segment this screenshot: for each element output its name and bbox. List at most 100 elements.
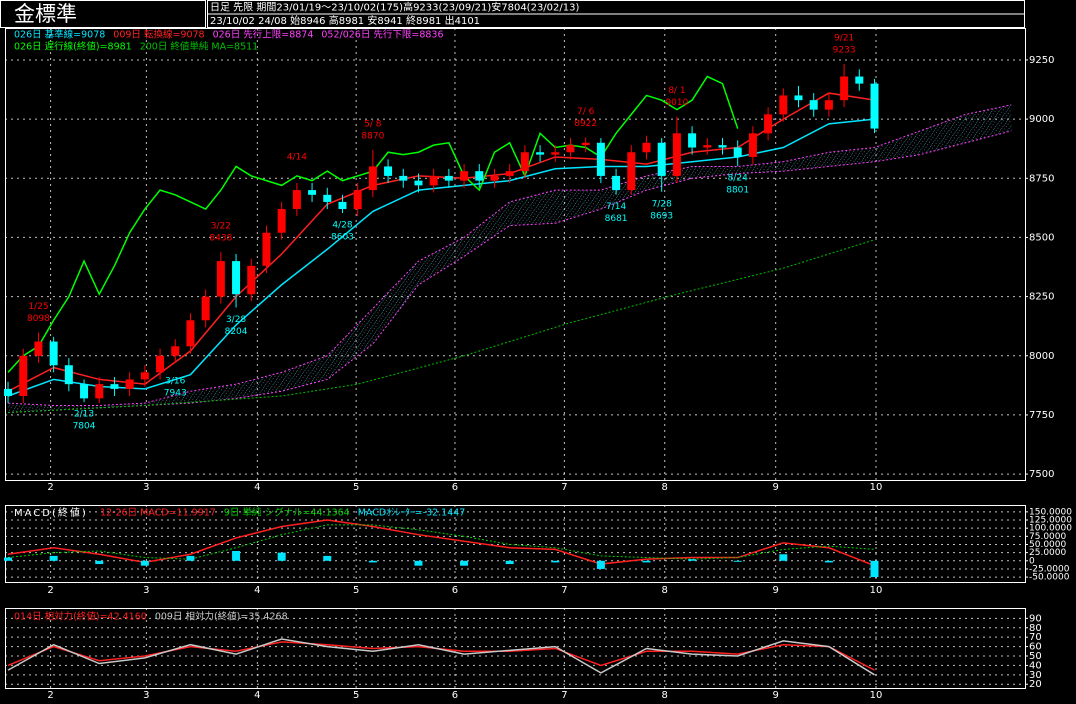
high-date-label: 9/21 [834, 33, 854, 43]
y-tick-label: 75.0000 [1029, 532, 1066, 542]
candle-body [247, 265, 256, 295]
histogram-bar [232, 551, 241, 561]
candle-body [718, 145, 727, 148]
high-price-label: 8438 [209, 234, 232, 244]
high-date-label: 5/ 8 [364, 119, 382, 129]
candle-body [95, 384, 104, 399]
legend-entry: 200日 終値単純 MA=8511 [140, 41, 259, 53]
main-panel [5, 28, 1026, 481]
y-tick-label: 30 [1029, 670, 1042, 681]
candle-body [323, 194, 332, 202]
legend-entry: 009日 相対力(終値)=35.4268 [155, 611, 288, 623]
candle-body [672, 133, 681, 176]
legend-entry: 026日 先行上限=8874 [213, 29, 314, 41]
histogram-bar [95, 560, 104, 565]
candle-body [368, 166, 377, 191]
x-tick-label: 5 [353, 482, 359, 493]
chart-title: 金標準 [14, 2, 77, 26]
histogram-bar [824, 560, 833, 563]
y-tick-label: 25.0000 [1029, 548, 1066, 558]
histogram-bar [140, 560, 149, 566]
legend-entry: 014日 相対力(終値)=42.4160 [14, 611, 147, 623]
histogram-bar [779, 554, 788, 561]
candle-body [794, 95, 803, 101]
low-price-label: 8693 [650, 211, 673, 221]
title-box [0, 0, 206, 28]
candle-body [353, 190, 362, 210]
high-price-label: 8922 [574, 119, 597, 129]
legend-entry: MACDｵｼﾚｰﾀｰ=-32.1447 [358, 508, 466, 519]
low-date-label: 3/16 [165, 377, 185, 387]
candle-body [475, 171, 484, 181]
candle-body [414, 180, 423, 186]
y-tick-label: 125.0000 [1029, 516, 1072, 526]
candle-body [824, 100, 833, 110]
histogram-bar [277, 552, 286, 561]
candle-body [125, 379, 134, 389]
y-tick-label: 100.0000 [1029, 524, 1072, 534]
info-line: 23/10/02 24/08 始8946 高8981 安8941 終8981 出… [210, 14, 480, 27]
y-tick-label: -25.0000 [1029, 564, 1070, 574]
histogram-bar [414, 560, 423, 566]
candle-body [19, 355, 28, 396]
low-price-label: 8204 [225, 327, 248, 337]
candle-body [64, 365, 73, 385]
x-tick-label: 9 [773, 482, 779, 493]
y-tick-label: 0 [1029, 556, 1035, 566]
histogram-bar [49, 555, 58, 561]
candle-body [855, 76, 864, 84]
y-tick-label: 9000 [1029, 114, 1054, 125]
candle-body [338, 201, 347, 210]
x-tick-label: 7 [561, 690, 567, 701]
x-tick-label: 7 [561, 585, 567, 596]
series-line [7, 92, 875, 392]
candle-body [156, 355, 165, 373]
histogram-bar [368, 560, 377, 563]
candle-body [262, 232, 271, 266]
candle-body [520, 152, 529, 172]
candle-body [657, 142, 666, 176]
candle-body [642, 142, 651, 153]
candle-body [201, 296, 210, 321]
legend-entry: 026日 遅行線(終値)=8981 [14, 41, 132, 53]
y-tick-label: 50.0000 [1029, 540, 1066, 550]
candle-body [596, 142, 605, 176]
histogram-bar [505, 560, 514, 565]
y-tick-label: 7500 [1029, 469, 1054, 480]
x-tick-label: 8 [662, 690, 668, 701]
histogram-bar [870, 560, 879, 578]
candle-body [779, 95, 788, 115]
histogram-bar [551, 560, 560, 563]
histogram-bar [688, 559, 697, 561]
x-tick-label: 10 [870, 585, 883, 596]
y-tick-label: 7750 [1029, 410, 1054, 421]
x-tick-label: 10 [870, 690, 883, 701]
candle-body [612, 175, 621, 191]
x-tick-label: 3 [143, 690, 149, 701]
candle-body [490, 175, 499, 181]
x-tick-label: 4 [254, 585, 260, 596]
candle-body [186, 320, 195, 347]
candle-body [80, 384, 89, 399]
y-tick-label: 90 [1029, 613, 1042, 624]
x-tick-label: 5 [353, 690, 359, 701]
x-tick-label: 4 [254, 690, 260, 701]
low-price-label: 7804 [73, 422, 96, 432]
info-line: 日足 先限 期間23/01/19～23/10/02(175)高9233(23/0… [210, 1, 579, 14]
high-price-label: 8098 [27, 314, 50, 324]
x-tick-label: 7 [561, 482, 567, 493]
high-price-label: 9233 [833, 45, 856, 55]
low-date-label: 4/28 [332, 221, 352, 231]
x-tick-label: 3 [143, 482, 149, 493]
candle-body [703, 145, 712, 148]
candle-body [171, 346, 180, 356]
candle-body [809, 100, 818, 110]
histogram-bar [323, 555, 332, 561]
candle-body [566, 145, 575, 153]
y-tick-label: 9250 [1029, 55, 1054, 66]
candle-body [536, 152, 545, 155]
y-tick-label: 150.0000 [1029, 507, 1072, 517]
high-date-label: 4/14 [287, 153, 307, 163]
